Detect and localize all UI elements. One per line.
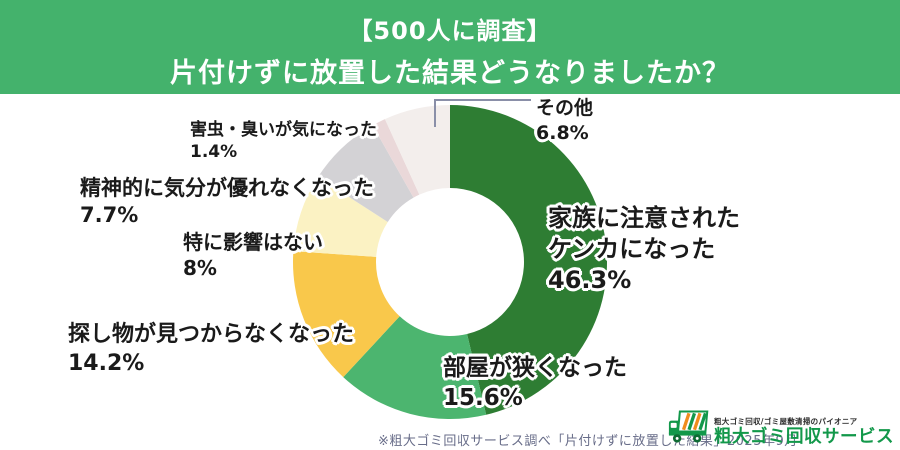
title-line2: 片付けずに放置した結果どうなりましたか？ — [170, 58, 730, 89]
title-line1: 【500人に調査】 — [348, 17, 552, 45]
pie-label-sonota: その他 6.8% — [536, 96, 593, 145]
pie-label-sagashimono: 探し物が見つからなくなった 14.2% — [68, 321, 354, 378]
pie-label-heya: 部屋が狭くなった 15.6% — [443, 354, 627, 414]
pie-label-pct: 15.6% — [443, 384, 523, 411]
pie-label-pct: 6.8% — [536, 121, 589, 144]
pie-label-text: ケンカになった — [548, 235, 716, 264]
pie-label-pct: 46.3% — [548, 266, 632, 295]
sonota-callout-line — [434, 99, 531, 127]
pie-slice-heya — [343, 316, 487, 420]
pie-label-tokuni: 特に影響はない 8% — [183, 229, 323, 281]
brand-name: 粗大ゴミ回収サービス — [714, 426, 894, 447]
pie-slice-tokuni — [293, 177, 388, 257]
source-note: ※粗大ゴミ回収サービス調べ「片付けずに放置した結果」2025年9月 — [378, 434, 798, 449]
pie-label-text: 探し物が見つからなくなった — [68, 322, 355, 347]
pie-label-text: その他 — [536, 97, 594, 119]
brand-tagline: 粗大ゴミ回収/ゴミ屋敷清掃のパイオニア — [714, 416, 858, 426]
pie-label-text: 家族に注意された — [548, 204, 740, 232]
pie-label-pct: 14.2% — [68, 350, 145, 376]
pie-label-text: 害虫・臭いが気になった — [190, 120, 377, 140]
pie-label-seishin: 精神的に気分が優れなくなった 7.7% — [80, 175, 374, 230]
pie-label-text: 精神的に気分が優れなくなった — [80, 176, 374, 200]
pie-label-gaichu: 害虫・臭いが気になった 1.4% — [190, 119, 377, 163]
brand-text-block: 粗大ゴミ回収/ゴミ屋敷清掃のパイオニア 粗大ゴミ回収サービス — [714, 416, 894, 446]
pie-label-kazoku: 家族に注意された ケンカになった 46.3% — [548, 203, 740, 297]
pie-label-pct: 8% — [183, 256, 217, 280]
pie-slice-gaichu — [372, 119, 420, 198]
pie-slice-seishin — [317, 125, 414, 222]
pie-label-pct: 1.4% — [190, 142, 238, 163]
donut-slices-group — [292, 105, 608, 420]
pie-slice-sonota — [384, 105, 450, 195]
pie-label-text: 部屋が狭くなった — [443, 355, 627, 381]
truck-icon — [668, 410, 709, 443]
pie-slice-sagashimono — [292, 251, 400, 378]
pie-label-pct: 7.7% — [80, 203, 139, 228]
pie-slice-kazoku — [450, 105, 608, 415]
brand-logo: 粗大ゴミ回収/ゴミ屋敷清掃のパイオニア 粗大ゴミ回収サービス — [668, 408, 894, 446]
header-banner: 【500人に調査】 片付けずに放置した結果どうなりましたか？ — [0, 0, 900, 94]
pie-label-text: 特に影響はない — [183, 230, 323, 254]
